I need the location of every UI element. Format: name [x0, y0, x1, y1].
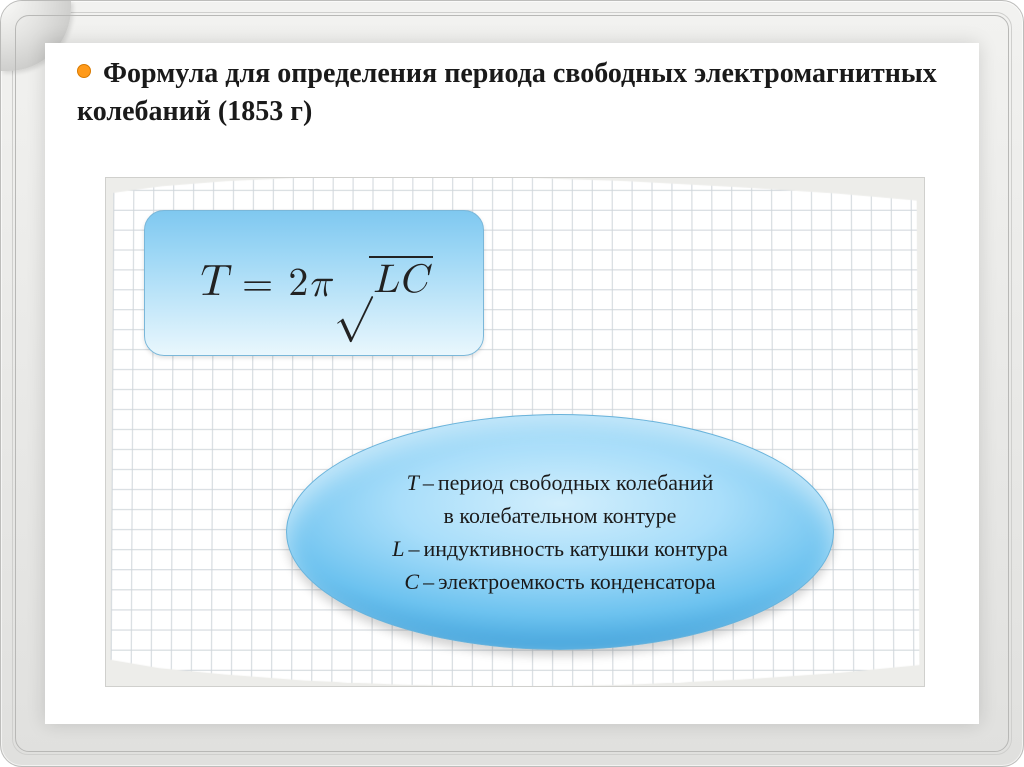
formula-LC: LC: [369, 256, 433, 300]
formula-T: T: [195, 261, 227, 305]
bullet-icon: [77, 64, 91, 78]
legend-desc-L: индуктивность катушки контура: [423, 536, 727, 561]
legend-sym-L: L: [392, 536, 404, 561]
legend-desc-T2: в колебательном контуре: [444, 503, 677, 528]
slide-frame: Формула для определения периода свободны…: [0, 0, 1024, 767]
formula-pi: π: [308, 264, 333, 304]
legend-sym-C: C: [404, 569, 419, 594]
thomson-formula: T = 2π√LC: [195, 256, 433, 309]
formula-eq: =: [232, 264, 283, 304]
formula-2: 2: [288, 264, 308, 304]
legend-line-C: C–электроемкость конденсатора: [392, 565, 728, 598]
legend-text: T–период свободных колебаний в колебател…: [392, 466, 728, 598]
legend-line-L: L–индуктивность катушки контура: [392, 532, 728, 565]
legend-sym-T: T: [407, 470, 419, 495]
slide-content: Формула для определения периода свободны…: [45, 43, 979, 724]
heading-block: Формула для определения периода свободны…: [77, 55, 959, 131]
legend-ellipse: T–период свободных колебаний в колебател…: [286, 414, 834, 650]
slide-heading: Формула для определения периода свободны…: [77, 58, 937, 127]
legend-desc-C: электроемкость конденсатора: [438, 569, 715, 594]
legend-line-T: T–период свободных колебаний: [392, 466, 728, 499]
graphic-area: T = 2π√LC T–период свободных колебаний в…: [105, 177, 925, 687]
formula-sqrt: √LC: [334, 256, 433, 300]
legend-desc-T1: период свободных колебаний: [438, 470, 713, 495]
legend-line-T2: в колебательном контуре: [392, 499, 728, 532]
formula-box: T = 2π√LC: [144, 210, 484, 356]
